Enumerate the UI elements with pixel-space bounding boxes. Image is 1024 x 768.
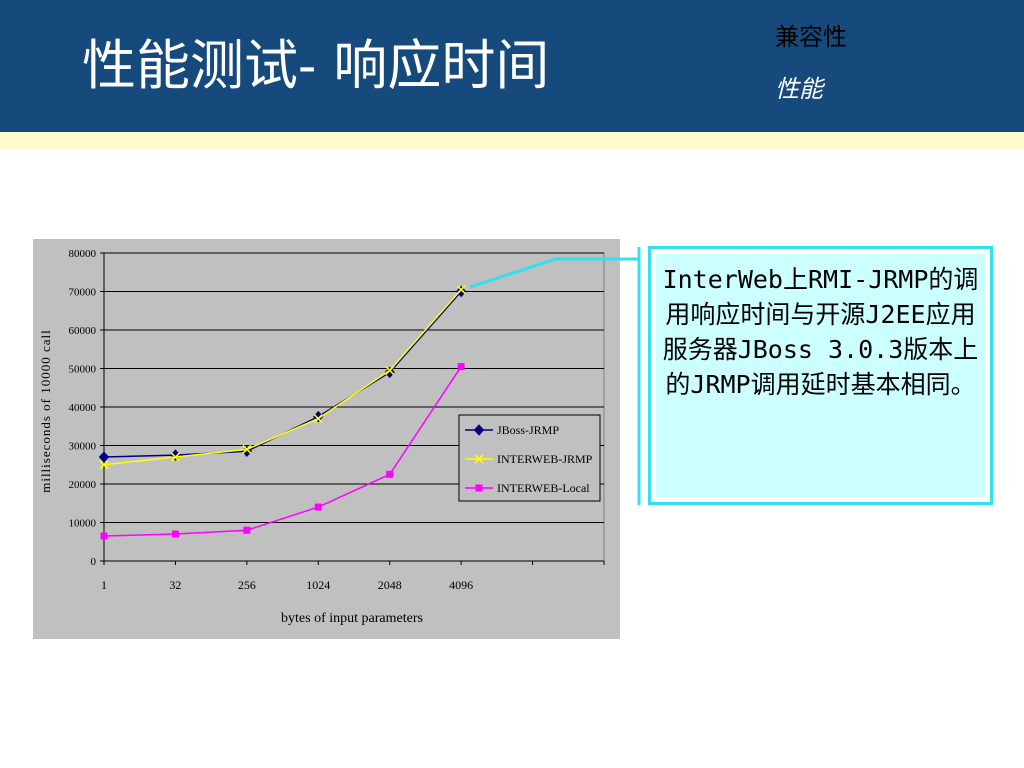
data-point xyxy=(99,460,109,470)
data-point xyxy=(100,532,108,540)
y-tick-label: 10000 xyxy=(69,518,97,530)
x-tick-label: 1024 xyxy=(306,578,330,592)
data-point xyxy=(314,503,322,511)
tag-performance: 性能 xyxy=(775,75,823,103)
data-point xyxy=(170,452,180,462)
data-point xyxy=(171,530,179,538)
y-tick-label: 40000 xyxy=(69,402,97,414)
callout-box: InterWeb上RMI-JRMP的调用响应时间与开源J2EE应用服务器JBos… xyxy=(648,246,993,505)
data-point xyxy=(385,365,395,375)
header-rule xyxy=(0,132,1024,150)
x-tick-label: 2048 xyxy=(378,578,402,592)
series-line xyxy=(103,366,462,537)
legend-label: INTERWEB-JRMP xyxy=(497,452,593,466)
callout-text: InterWeb上RMI-JRMP的调用响应时间与开源J2EE应用服务器JBos… xyxy=(656,254,985,497)
slide-title: 性能测试- 响应时间 xyxy=(82,34,550,97)
y-tick-label: 50000 xyxy=(69,364,97,376)
data-point xyxy=(456,285,466,295)
data-point xyxy=(313,413,323,424)
data-point xyxy=(98,451,110,463)
data-point xyxy=(457,363,465,371)
legend-label: JBoss-JRMP xyxy=(497,423,559,437)
header-bar xyxy=(0,0,1024,132)
y-tick-label: 60000 xyxy=(69,325,97,337)
line-chart: 0 10000 20000 30000 40000 50000 60000 70000 8000… xyxy=(38,248,605,626)
data-point xyxy=(243,526,251,534)
y-tick-label: 70000 xyxy=(69,287,97,299)
data-point xyxy=(242,444,252,454)
data-point xyxy=(455,285,467,298)
y-tick-label: 20000 xyxy=(69,479,97,491)
legend-label: INTERWEB-Local xyxy=(497,481,590,495)
data-point xyxy=(386,470,394,478)
y-tick-label: 0 xyxy=(91,556,97,568)
x-tick-label: 4096 xyxy=(449,578,473,592)
data-point xyxy=(473,424,485,436)
y-axis-label: milliseconds of 10000 call xyxy=(38,329,53,493)
x-tick-label: 256 xyxy=(238,578,256,592)
x-tick-label: 32 xyxy=(169,578,181,592)
x-tick-label: 1 xyxy=(101,578,107,592)
chart-area: 0 10000 20000 30000 40000 50000 60000 70000 8000… xyxy=(33,239,620,639)
y-tick-label: 80000 xyxy=(69,248,97,260)
data-point xyxy=(475,484,483,492)
data-point xyxy=(474,454,484,464)
data-point xyxy=(384,366,395,379)
y-tick-label: 30000 xyxy=(69,441,97,453)
tag-compatibility: 兼容性 xyxy=(775,23,847,51)
x-axis-label: bytes of input parameters xyxy=(281,611,423,626)
series-line xyxy=(103,289,462,466)
